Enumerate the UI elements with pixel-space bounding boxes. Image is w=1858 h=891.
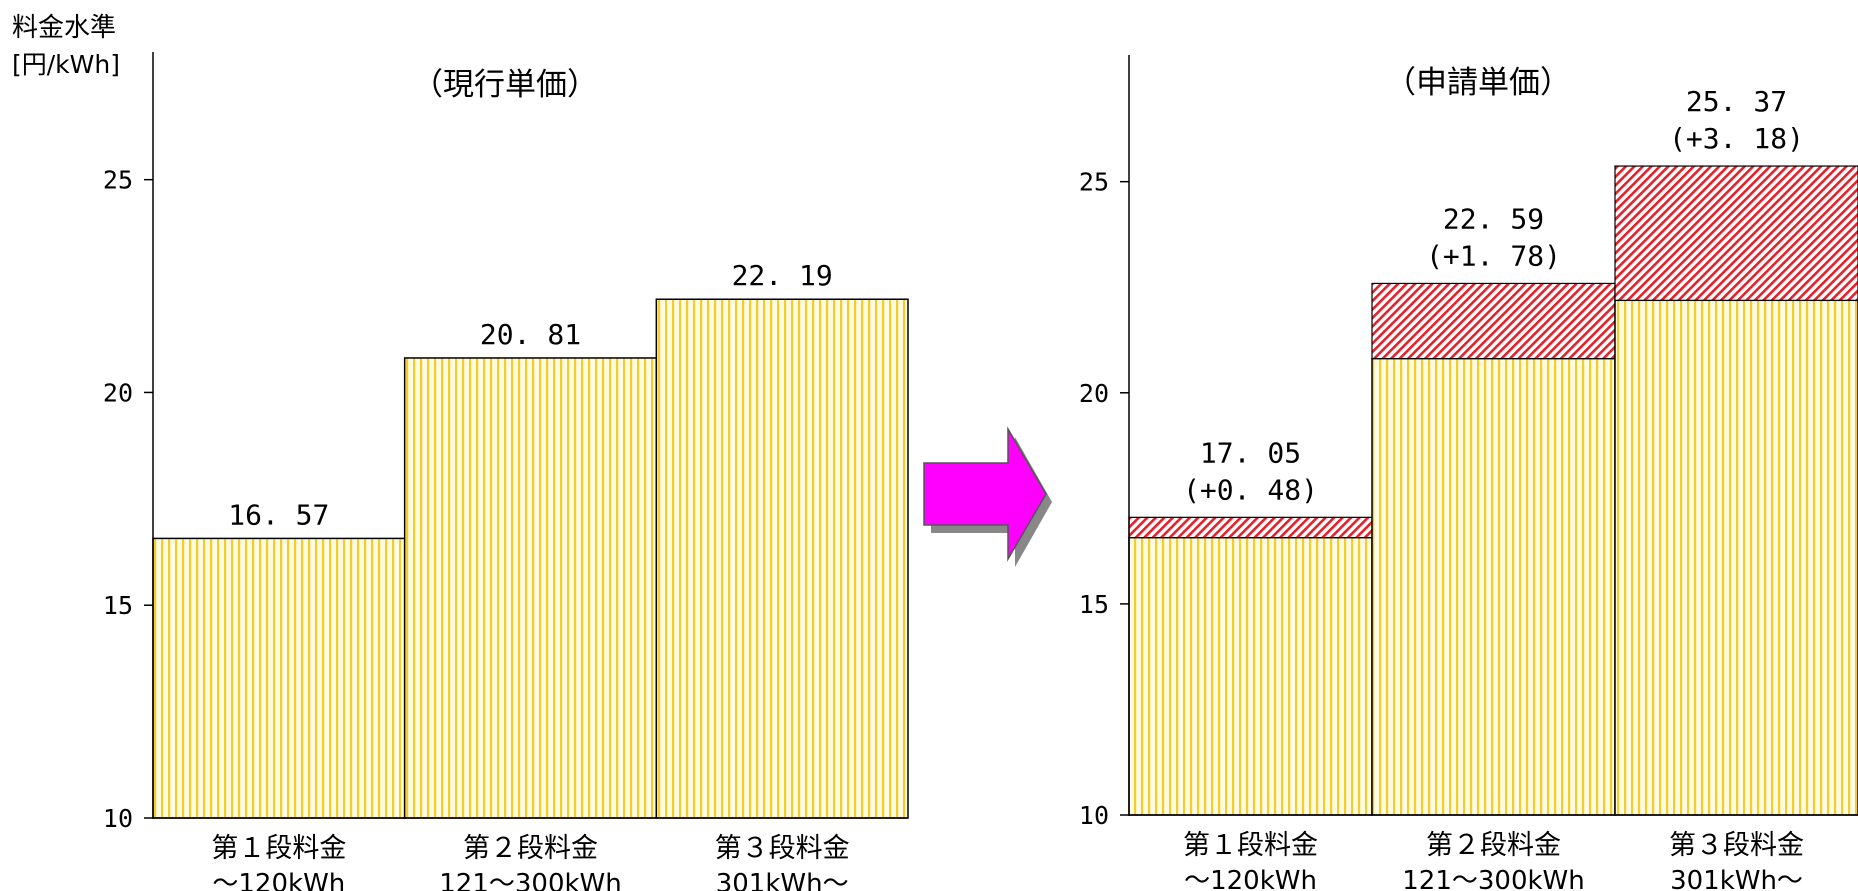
left-category-sublabel: ～120kWh [212, 869, 345, 891]
left-category-sublabel: 121～300kWh [439, 869, 622, 891]
left-value-label: 16. 57 [228, 498, 329, 531]
left-bar-base [403, 357, 658, 819]
left-value-label: 22. 19 [732, 259, 833, 292]
right-category-sublabel: ～120kWh [1184, 866, 1317, 891]
right-arrow-icon [923, 426, 1052, 567]
right-y-tick-label: 25 [1079, 168, 1109, 197]
left-category-label: 第１段料金 [211, 833, 346, 864]
left-category-label: 第２段料金 [463, 833, 598, 864]
right-bar-base [1614, 299, 1858, 816]
left-value-label: 20. 81 [480, 318, 581, 351]
right-increase-label: (+3. 18) [1669, 122, 1804, 155]
right-chart-title: （申請単価） [1385, 65, 1571, 101]
left-y-tick-label: 15 [103, 591, 133, 620]
right-value-label: 17. 05 [1200, 436, 1301, 469]
right-chart: （申請単価） (+0. 48) 17. 05 (+1. 78) 22. 59 (+3. … [1079, 55, 1858, 891]
left-y-tick-label: 25 [103, 166, 133, 195]
left-category-label: 第３段料金 [715, 833, 850, 864]
right-axis: 10 15 20 25 第１段料金 ～120kWh 第２段料金 121～300kWh 第３段料金… [1079, 55, 1858, 891]
right-category-label: 第１段料金 [1183, 830, 1318, 861]
right-bar-increase [1371, 282, 1616, 360]
right-category-sublabel: 121～300kWh [1402, 866, 1585, 891]
left-category-sublabel: 301kWh～ [716, 869, 849, 891]
left-chart-title: （現行単価） [412, 67, 598, 103]
left-chart: （現行単価） 16. 57 20. 81 22. 19 10 15 20 25 第１段料金 ～… [103, 52, 909, 891]
right-category-sublabel: 301kWh～ [1670, 866, 1803, 891]
right-category-label: 第２段料金 [1426, 830, 1561, 861]
left-y-tick-label: 10 [103, 804, 133, 833]
right-bar-increase [1128, 516, 1373, 539]
right-increase-label: (+1. 78) [1426, 239, 1561, 272]
right-bars: (+0. 48) 17. 05 (+1. 78) 22. 59 (+3. 18) 25. … [1128, 85, 1858, 816]
left-bar-base [655, 298, 909, 819]
right-bar-base [1128, 536, 1373, 816]
right-bar-base [1371, 357, 1616, 816]
left-bars: 16. 57 20. 81 22. 19 [152, 259, 909, 819]
right-value-label: 25. 37 [1686, 85, 1787, 118]
right-y-tick-label: 20 [1079, 379, 1109, 408]
right-increase-label: (+0. 48) [1183, 473, 1318, 506]
y-axis-label-line2: [円/kWh] [12, 50, 120, 79]
right-value-label: 22. 59 [1443, 202, 1544, 235]
right-category-label: 第３段料金 [1669, 830, 1804, 861]
arrow-body [923, 426, 1047, 562]
left-axis: 10 15 20 25 第１段料金 ～120kWh 第２段料金 121～300kWh 第３段料金… [103, 52, 908, 891]
left-y-tick-label: 20 [103, 378, 133, 407]
right-y-tick-label: 15 [1079, 590, 1109, 619]
left-bar-base [152, 537, 406, 819]
right-bar-increase [1614, 165, 1858, 301]
right-y-tick-label: 10 [1079, 801, 1109, 830]
y-axis-label-line1: 料金水準 [12, 13, 116, 43]
